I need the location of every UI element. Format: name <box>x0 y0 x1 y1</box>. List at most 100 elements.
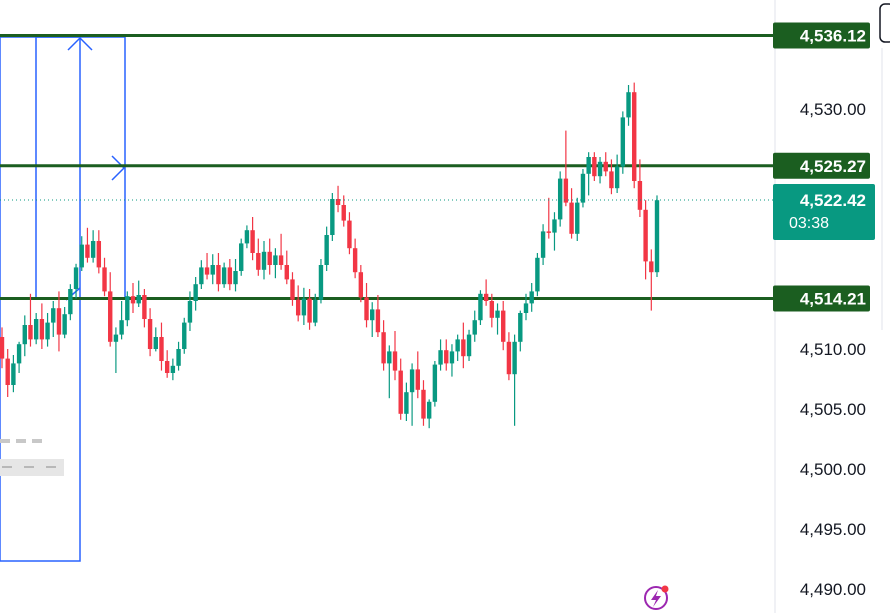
arrow-marker-mid <box>111 155 126 181</box>
candle-body <box>432 364 438 402</box>
candle-body <box>113 334 119 342</box>
candle <box>16 341 22 373</box>
candle <box>392 331 398 381</box>
candle <box>130 283 136 313</box>
candle-body <box>45 322 50 340</box>
candle <box>159 322 164 371</box>
countdown-label: 03:38 <box>789 215 829 232</box>
candle-body <box>387 351 392 364</box>
candle-body <box>381 332 386 364</box>
candle <box>512 334 517 426</box>
candle <box>51 301 56 337</box>
candle-body <box>199 267 204 285</box>
candle-body <box>68 289 73 315</box>
candle-body <box>426 401 432 419</box>
candle-body <box>586 157 591 174</box>
candle <box>632 82 637 189</box>
candle <box>210 254 215 285</box>
candle-body <box>495 310 500 318</box>
drawing-placeholder-marks <box>0 439 64 476</box>
lightning-icon[interactable] <box>644 585 669 610</box>
candle <box>614 154 620 193</box>
candle-body <box>358 272 364 298</box>
candle <box>387 345 392 399</box>
candle <box>256 238 261 276</box>
candle <box>409 363 415 426</box>
candle-body <box>438 350 443 365</box>
candle-body <box>267 251 272 265</box>
candle <box>90 230 96 263</box>
candle <box>455 334 460 361</box>
candle-body <box>370 309 375 321</box>
candle-body <box>170 365 176 373</box>
candle-body <box>153 337 158 349</box>
candle <box>370 302 375 337</box>
candle-body <box>102 267 107 292</box>
level-tag-label: 4,514.21 <box>800 289 866 308</box>
candle-body <box>39 319 45 340</box>
candle <box>421 380 426 426</box>
candle-body <box>518 313 523 342</box>
candle-body <box>176 349 181 366</box>
candle <box>68 284 73 321</box>
candle <box>592 152 597 181</box>
window-corner-button[interactable] <box>879 3 890 43</box>
candle-body <box>250 230 255 253</box>
level-tag <box>773 285 870 312</box>
candle-body <box>483 293 489 301</box>
candle-body <box>142 295 147 319</box>
candle-body <box>278 255 284 265</box>
candle <box>108 272 113 347</box>
candle-body <box>261 251 267 270</box>
candle <box>495 303 500 335</box>
candle-body <box>284 265 289 280</box>
candle-body <box>347 220 352 249</box>
candle-body <box>290 279 295 300</box>
level-tag-label: 4,536.12 <box>800 27 866 46</box>
candle-body <box>626 92 631 118</box>
candle-body <box>324 235 329 265</box>
candle-body <box>204 267 210 275</box>
candle-body <box>643 209 648 262</box>
candle <box>5 349 10 397</box>
candle-body <box>90 241 96 258</box>
candle-body <box>489 301 495 318</box>
candle <box>28 293 33 347</box>
candle-body <box>478 293 483 321</box>
candle <box>239 238 244 276</box>
candle <box>398 358 403 420</box>
candle-body <box>318 265 324 300</box>
candle <box>415 351 420 399</box>
candle-body <box>295 299 301 316</box>
y-tick-label: 4,510.00 <box>800 340 866 359</box>
price-axis[interactable]: 4,530.00 4,510.00 4,505.00 4,500.00 4,495.00… <box>774 0 883 613</box>
candle-body <box>96 241 102 268</box>
candle-body <box>227 267 233 285</box>
candle <box>284 250 289 285</box>
candle-body <box>506 341 512 375</box>
candle <box>204 253 210 280</box>
candle <box>22 315 27 357</box>
candle-body <box>529 291 534 304</box>
candle-body <box>182 322 187 349</box>
candle <box>176 341 181 371</box>
candle <box>216 253 221 292</box>
candle <box>563 130 569 207</box>
candle-body <box>535 257 540 292</box>
candle-body <box>22 325 27 345</box>
candle-body <box>523 303 529 313</box>
candle <box>518 310 523 352</box>
candle <box>557 171 563 227</box>
candle-body <box>375 309 381 333</box>
candle <box>187 291 193 331</box>
level-tag-label: 4,525.27 <box>800 157 866 176</box>
candle <box>586 152 591 196</box>
arrow-marker-top <box>67 36 93 51</box>
candle-body <box>603 161 608 172</box>
candle <box>364 283 369 328</box>
candle-body <box>563 178 569 203</box>
candle <box>341 195 346 227</box>
candle <box>449 344 455 377</box>
candle <box>540 224 546 265</box>
